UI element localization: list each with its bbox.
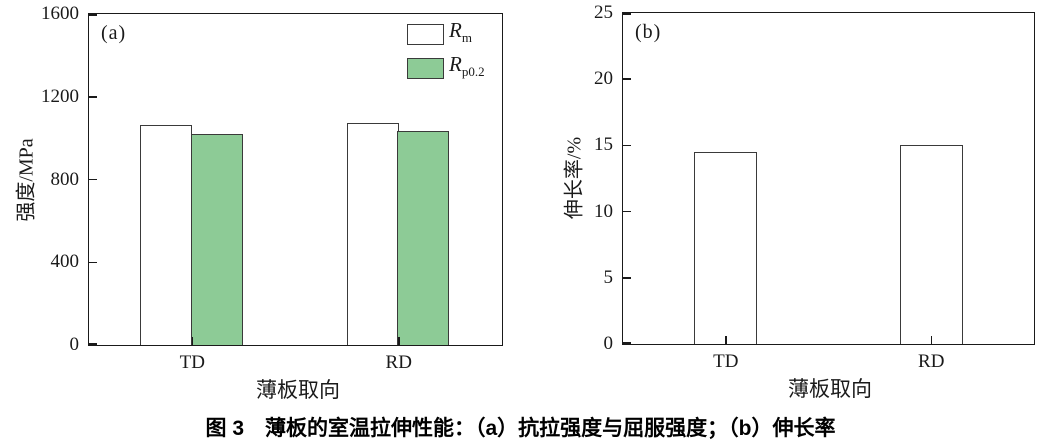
y-tick-label: 800 (50, 168, 80, 190)
x-tick-label: TD (713, 351, 739, 372)
y-tick (623, 13, 631, 15)
y-tick (623, 144, 631, 147)
x-tick (398, 337, 400, 345)
legend-swatch (407, 23, 444, 45)
legend-entry-rp0.2: Rp0.2 (407, 54, 485, 82)
bar-rp0.2-rd (397, 130, 450, 345)
y-tick (89, 343, 97, 345)
legend-label: Rp0.2 (449, 52, 485, 80)
y-tick-label: 10 (594, 200, 613, 222)
legend-entry-rm: Rm (407, 18, 485, 48)
y-axis-label-b: 伸长率/% (563, 136, 586, 220)
y-tick-label: 25 (594, 2, 613, 23)
x-tick (930, 336, 932, 344)
y-axis-label-a: 强度/MPa (15, 138, 38, 222)
y-tick-label: 0 (603, 333, 614, 354)
y-tick (89, 261, 97, 263)
x-axis-label-b: 薄板取向 (788, 377, 872, 401)
panel-b-tag: (b) (635, 21, 662, 43)
y-tick-label: 1200 (41, 85, 79, 107)
x-tick-label: TD (179, 352, 205, 373)
legend-swatch (407, 57, 444, 79)
bar-elongation-rd (899, 145, 963, 344)
y-tick (623, 210, 631, 213)
x-tick-label: RD (918, 351, 945, 372)
x-tick (725, 336, 727, 344)
y-tick-label: 15 (594, 134, 613, 156)
x-axis-label-a: 薄板取向 (256, 378, 340, 402)
x-tick-label: RD (385, 352, 412, 373)
bar-rp0.2-td (190, 134, 243, 345)
y-tick-label: 20 (594, 68, 613, 90)
bar-elongation-td (694, 152, 758, 344)
y-tick-label: 1600 (41, 3, 79, 24)
y-tick-label: 5 (603, 266, 614, 288)
y-tick-label: 400 (50, 251, 80, 273)
y-tick (89, 14, 97, 16)
y-tick (89, 178, 97, 181)
y-tick-label: 0 (69, 334, 80, 355)
y-tick (623, 277, 631, 279)
y-tick (89, 96, 97, 98)
y-tick (623, 342, 631, 344)
legend-label: Rm (449, 18, 472, 46)
y-tick (623, 78, 631, 80)
legend: Rm Rp0.2 (407, 18, 485, 82)
figure-caption: 图 3 薄板的室温拉伸性能：（a）抗拉强度与屈服强度；（b）伸长率 (205, 417, 836, 440)
panel-a-tag: (a) (101, 22, 127, 44)
bar-rm-rd (346, 123, 399, 345)
bar-rm-td (140, 124, 193, 345)
x-tick (191, 337, 193, 345)
plot-area-a: (a) Rm Rp0.2 0 400 800 1200 1600 TD RD (41, 3, 503, 373)
plot-area-b: (b) 0 5 10 15 20 25 TD RD (594, 2, 1035, 372)
